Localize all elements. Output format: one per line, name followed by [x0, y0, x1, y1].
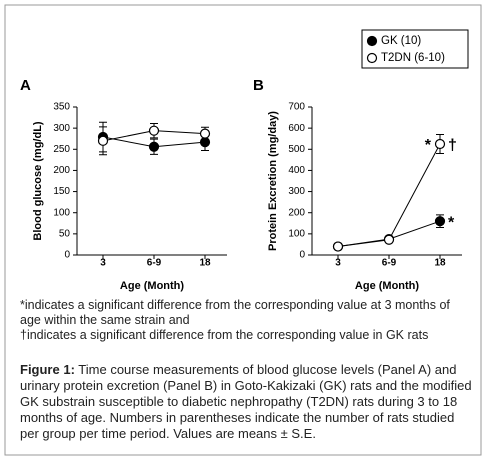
y-tick-label: 350	[53, 102, 70, 113]
caption-label: Figure 1:	[20, 362, 75, 377]
y-tick-label: 0	[64, 250, 70, 261]
y-tick-label: 250	[53, 144, 70, 155]
y-tick-label: 150	[53, 186, 70, 197]
x-tick-label: 18	[199, 258, 211, 269]
y-tick-label: 300	[288, 186, 305, 197]
y-tick-label: 700	[288, 102, 305, 113]
y-axis-label: Blood glucose (mg/dL)	[32, 121, 44, 240]
x-tick-label: 6-9	[147, 258, 162, 269]
point	[199, 128, 211, 139]
legend-marker	[366, 35, 378, 47]
y-tick-label: 600	[288, 123, 305, 134]
caption: Figure 1: Time course measurements of bl…	[20, 362, 472, 442]
x-tick-label: 18	[434, 258, 446, 269]
legend-label: GK (10)	[381, 35, 421, 47]
y-tick-label: 50	[59, 228, 71, 239]
x-tick-label: 3	[100, 258, 106, 269]
x-axis-label: Age (Month)	[355, 280, 419, 292]
point	[148, 125, 160, 136]
panel-label: B	[253, 77, 264, 94]
point	[199, 136, 211, 148]
y-axis-label: Protein Excretion (mg/day)	[267, 111, 279, 251]
footnote: *indicates a significant difference from…	[20, 298, 450, 327]
y-tick-label: 400	[288, 165, 305, 176]
y-tick-label: 100	[288, 228, 305, 239]
annotation: †	[448, 137, 457, 154]
point	[383, 234, 395, 245]
x-axis-label: Age (Month)	[120, 280, 184, 292]
legend-box	[361, 29, 469, 69]
point	[434, 138, 446, 150]
point	[332, 241, 344, 252]
annotation: *	[425, 137, 432, 154]
panel-label: A	[20, 77, 31, 94]
y-tick-label: 300	[53, 123, 70, 134]
x-tick-label: 6-9	[382, 258, 397, 269]
annotation: *	[448, 214, 455, 231]
legend-label: T2DN (6-10)	[381, 52, 445, 64]
x-tick-label: 3	[335, 258, 341, 269]
footnote: †indicates a significant difference from…	[20, 328, 429, 342]
point	[97, 135, 109, 146]
point	[434, 216, 446, 227]
y-tick-label: 200	[53, 165, 70, 176]
y-tick-label: 0	[299, 250, 305, 261]
point	[148, 141, 160, 152]
y-tick-label: 200	[288, 207, 305, 218]
caption-text: Time course measurements of blood glucos…	[20, 362, 472, 441]
legend-marker	[366, 52, 378, 64]
y-tick-label: 500	[288, 144, 305, 155]
y-tick-label: 100	[53, 207, 70, 218]
series-line	[337, 143, 441, 248]
frame	[4, 4, 482, 456]
